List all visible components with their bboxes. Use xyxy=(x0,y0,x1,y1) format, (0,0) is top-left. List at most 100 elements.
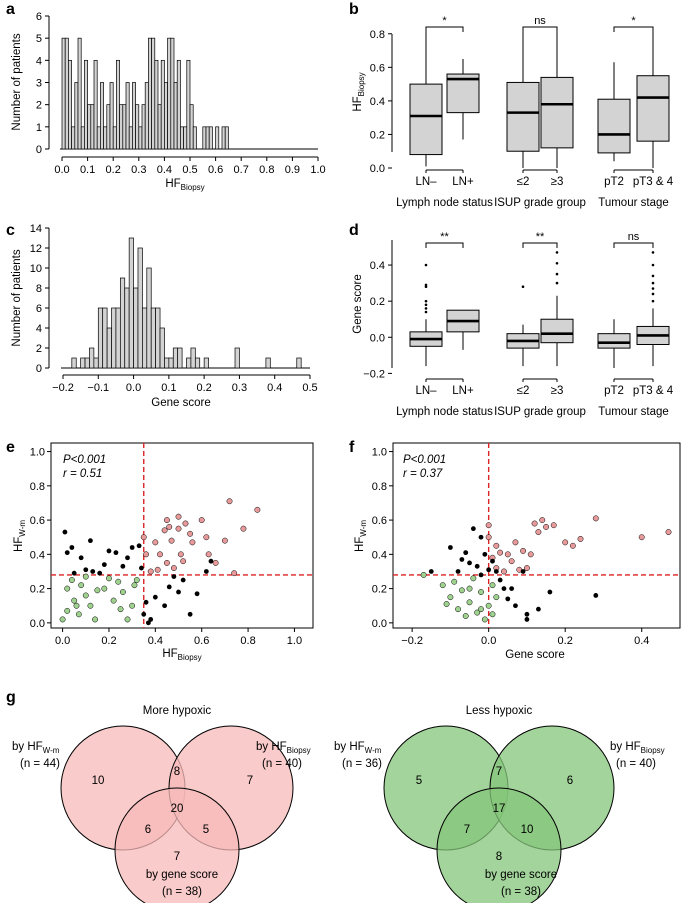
histogram-gene-score: Number of patients Gene score −0.2 −0.1 0.… xyxy=(11,223,318,409)
significance-label: ns xyxy=(628,231,640,243)
histogram-bar xyxy=(106,104,111,150)
histogram-bar xyxy=(164,357,170,369)
point-less-hypoxic xyxy=(133,577,140,583)
histogram-bar xyxy=(124,287,130,369)
y-axis-label: HFW-m xyxy=(13,520,27,552)
point-more-hypoxic xyxy=(550,522,557,529)
histogram-bar xyxy=(234,347,240,369)
point-discordant xyxy=(520,569,526,574)
histogram-bar xyxy=(122,104,127,150)
x-tick-label: 0.9 xyxy=(285,164,300,176)
point-less-hypoxic xyxy=(59,616,66,623)
point-discordant xyxy=(148,617,154,622)
boxplot-hf-biopsy: HFBiopsy 0.0 0.2 0.4 0.6 0.8 LN– LN+ ≤2 ≥3 pT2 pT3… xyxy=(352,15,674,209)
histogram-bar xyxy=(135,104,140,150)
point-discordant xyxy=(101,562,107,568)
outlier-point xyxy=(424,310,428,314)
point-less-hypoxic xyxy=(68,577,75,583)
point-more-hypoxic xyxy=(140,534,147,541)
point-more-hypoxic xyxy=(485,522,492,529)
histogram-bar xyxy=(221,126,226,150)
histogram-bar xyxy=(93,59,98,150)
group-label: ISUP grade group xyxy=(494,197,586,209)
point-discordant xyxy=(71,570,77,576)
outlier-point xyxy=(651,281,655,285)
y-tick-label: 0.4 xyxy=(372,549,387,561)
point-more-hypoxic xyxy=(189,539,196,546)
venn-less-hypoxic: Less hypoxic by HFW-m (n = 36) by HFBiop… xyxy=(334,705,665,903)
histogram-bar xyxy=(128,237,134,369)
histogram-bar xyxy=(194,357,201,369)
point-discordant xyxy=(166,584,172,590)
point-discordant xyxy=(97,570,103,576)
point-discordant xyxy=(69,545,75,550)
set-label-hf-wm: by HFW-m xyxy=(334,741,382,755)
category-label: ≤2 xyxy=(517,176,530,188)
y-tick-label: 0 xyxy=(36,144,42,156)
point-less-hypoxic xyxy=(82,573,89,580)
x-tick-label: 0.1 xyxy=(80,164,95,176)
point-more-hypoxic xyxy=(170,565,177,571)
category-label: LN– xyxy=(415,385,437,397)
histogram-bar xyxy=(208,126,213,150)
histogram-bar xyxy=(115,307,121,369)
outlier-point xyxy=(424,303,428,307)
outlier-point xyxy=(555,251,559,254)
histogram-hf-biopsy: Number of patients HFBiopsy 0.0 0.1 0.2 0.3… xyxy=(11,11,326,192)
histogram-bar xyxy=(203,357,209,369)
y-tick-label: 0.2 xyxy=(372,584,387,596)
point-discordant xyxy=(62,529,68,535)
histogram-bar xyxy=(168,357,174,369)
histogram-bar xyxy=(89,347,95,369)
point-more-hypoxic xyxy=(177,551,184,558)
venn-more-hypoxic: More hypoxic by HFW-m (n = 44) by HFBiop… xyxy=(12,705,311,903)
point-more-hypoxic xyxy=(577,535,584,542)
point-more-hypoxic xyxy=(638,534,645,541)
point-more-hypoxic xyxy=(175,513,182,520)
point-discordant xyxy=(143,599,149,605)
point-more-hypoxic xyxy=(212,559,219,566)
histogram-bar xyxy=(111,307,117,369)
histogram-bar xyxy=(96,126,101,150)
point-discordant xyxy=(145,620,151,626)
x-tick-label: 0.4 xyxy=(634,635,649,647)
venn-title: Less hypoxic xyxy=(466,705,533,717)
histogram-bar xyxy=(144,82,149,150)
x-tick-label: 0.0 xyxy=(55,635,70,647)
histogram-bar xyxy=(215,126,220,150)
histogram-bar xyxy=(64,37,69,150)
point-discordant xyxy=(474,563,480,569)
histogram-bar xyxy=(74,82,79,150)
point-discordant xyxy=(203,569,209,574)
region-ab: 8 xyxy=(174,766,180,778)
box xyxy=(540,318,574,344)
histogram-bar xyxy=(80,126,85,150)
category-label: LN– xyxy=(415,176,437,188)
significance-bracket xyxy=(425,26,464,32)
y-axis-label: Number of patients xyxy=(11,33,23,130)
region-c: 8 xyxy=(496,851,502,863)
y-tick-label: 4 xyxy=(36,323,42,335)
histogram-bar xyxy=(102,307,108,369)
set-label-gene-score: by gene score xyxy=(485,869,557,881)
set-n-hf-wm: (n = 36) xyxy=(342,758,382,770)
panel-letter-g: g xyxy=(6,689,16,706)
histogram-bar xyxy=(159,327,165,369)
x-tick-label: 0.5 xyxy=(182,164,197,176)
point-discordant xyxy=(509,586,515,592)
histogram-bar xyxy=(186,59,191,150)
histogram-bar xyxy=(176,59,181,150)
histogram-bar xyxy=(133,287,139,369)
category-label: pT2 xyxy=(604,176,624,188)
point-discordant xyxy=(524,611,530,617)
histogram-bar xyxy=(142,307,148,369)
point-more-hypoxic xyxy=(512,539,519,546)
outlier-point xyxy=(555,261,559,265)
point-more-hypoxic xyxy=(501,568,507,575)
histogram-bar xyxy=(137,247,143,369)
point-more-hypoxic xyxy=(205,551,212,558)
point-more-hypoxic xyxy=(523,565,530,571)
point-discordant xyxy=(428,569,434,574)
point-discordant xyxy=(486,567,492,573)
y-tick-label: 0.4 xyxy=(370,96,385,108)
